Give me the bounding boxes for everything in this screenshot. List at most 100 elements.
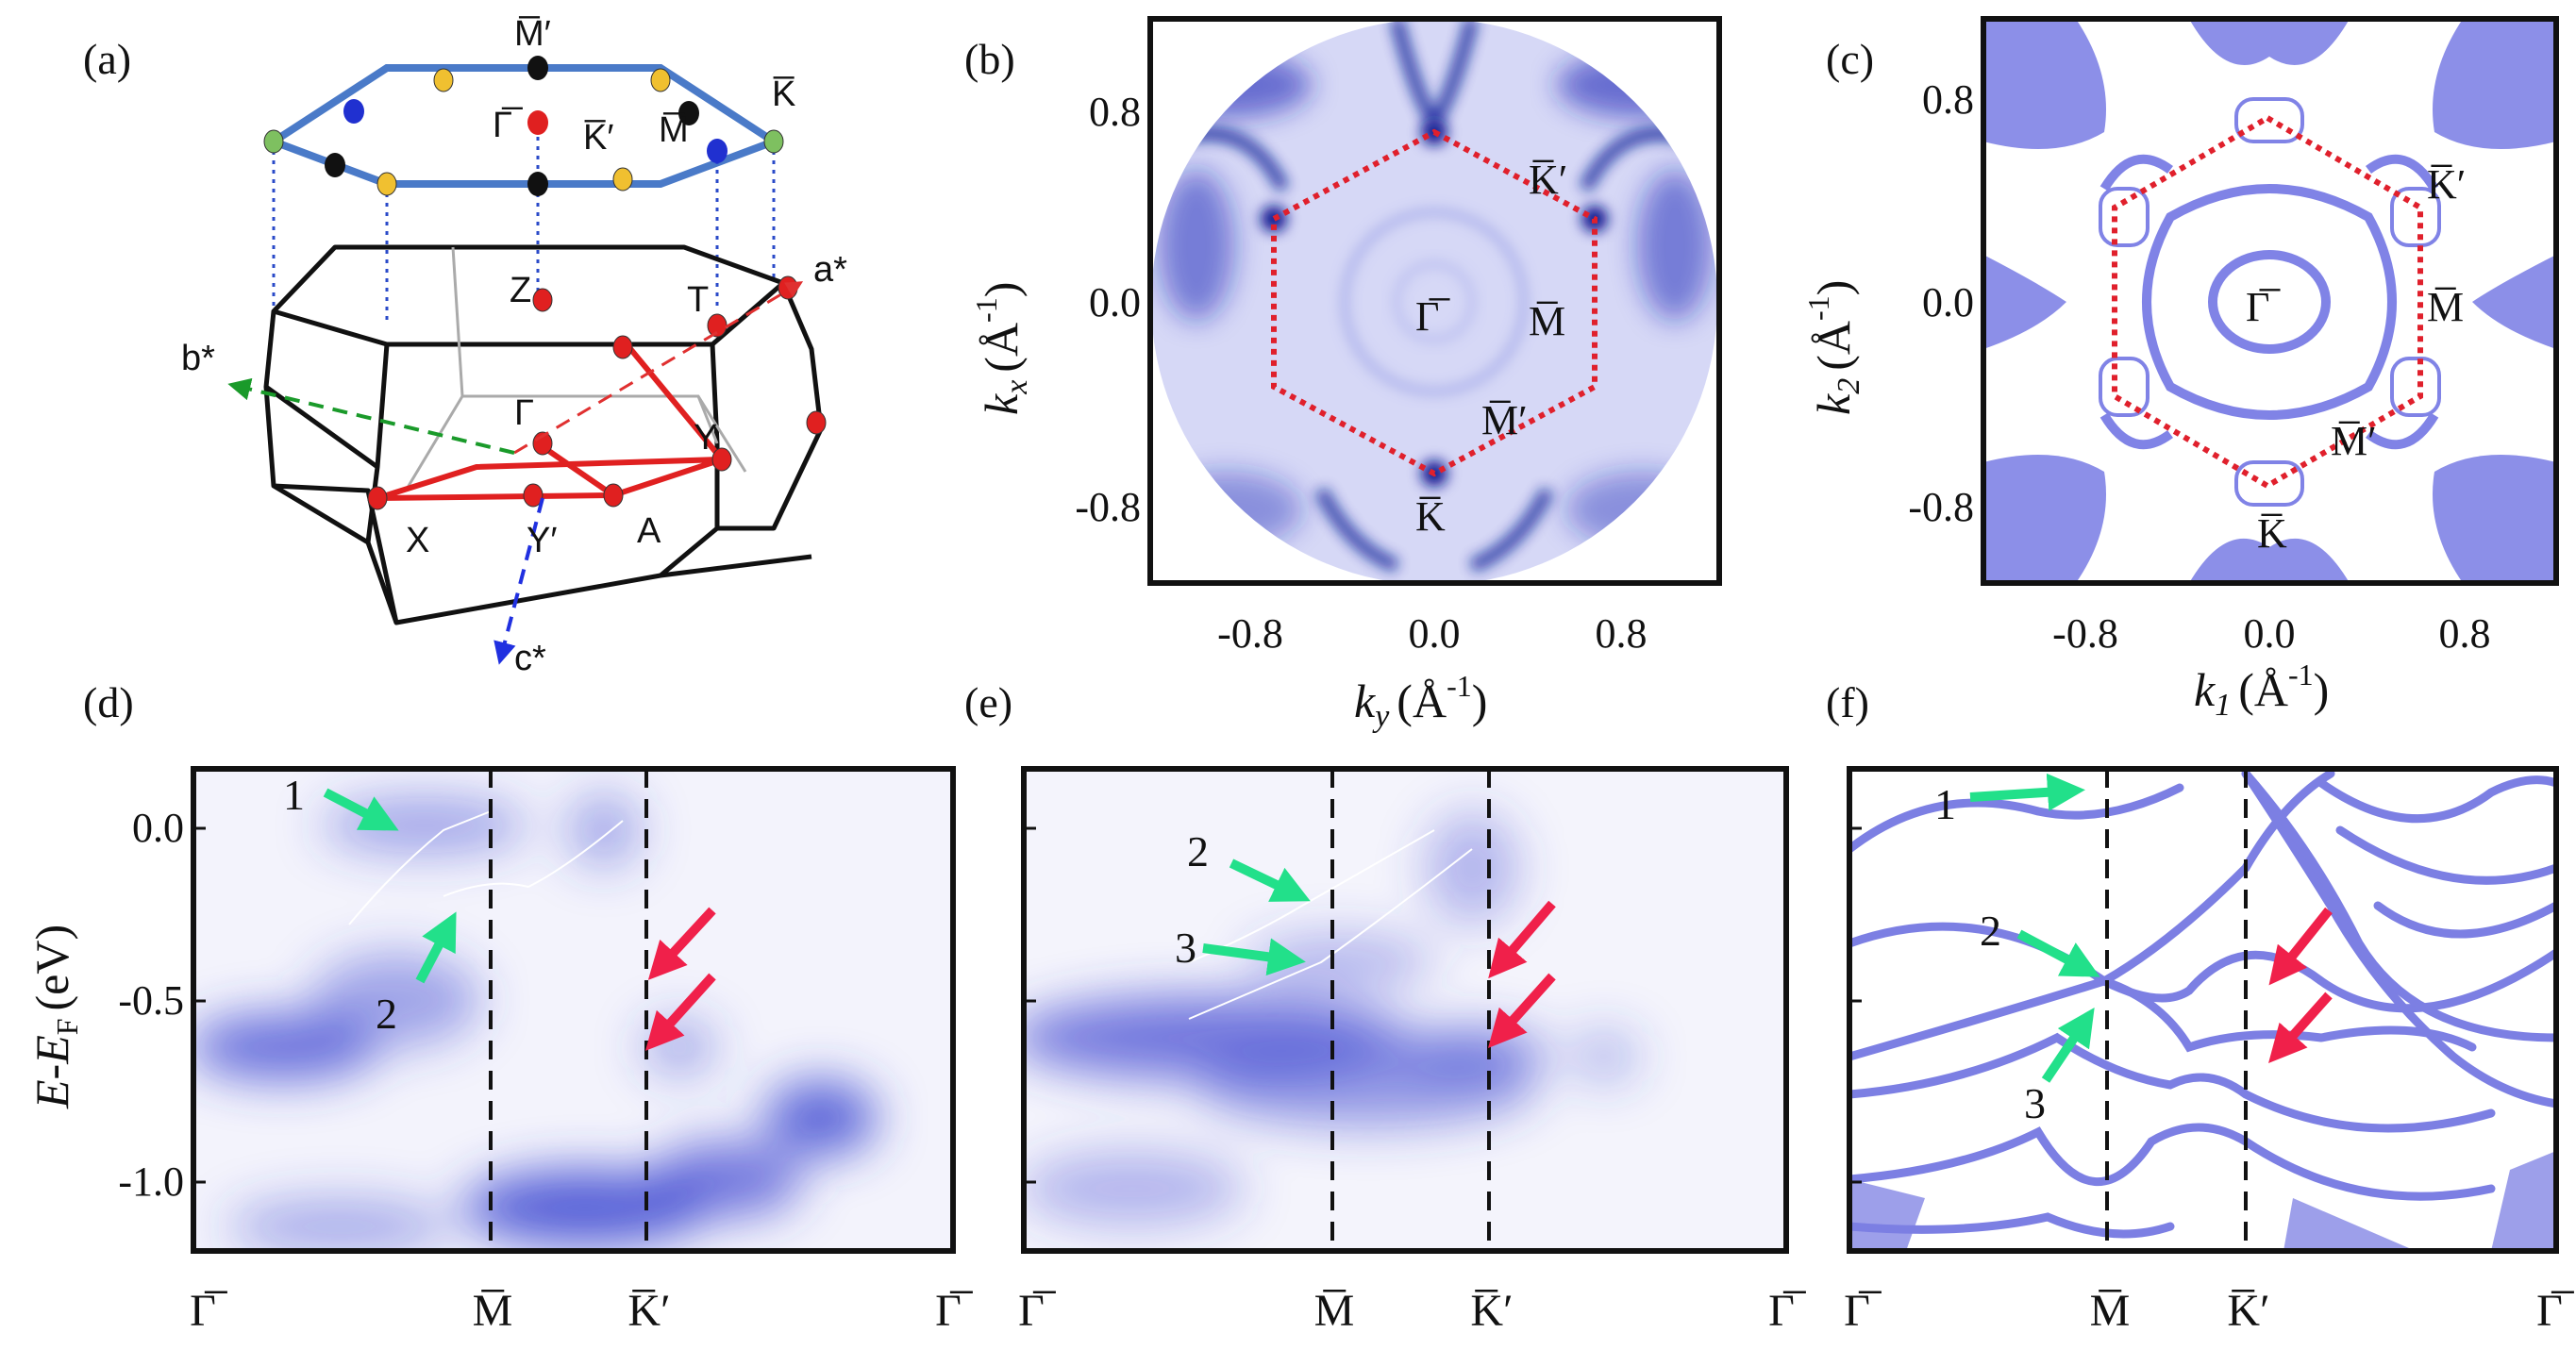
b-xtick-0: -0.8 — [1217, 610, 1283, 657]
b-label-m: M̅ — [1529, 298, 1565, 344]
surface-label-m: M̅ — [659, 110, 689, 150]
f-red-arrow-lower — [2268, 992, 2333, 1063]
f-xlabel-0: Γ̅ — [1844, 1286, 1882, 1336]
e-xlabel-2: K̅′ — [1470, 1286, 1513, 1336]
e-red-arrow-lower — [1487, 973, 1556, 1048]
panel-f-label: (f) — [1826, 678, 1869, 726]
c-label-k: K̅ — [2257, 510, 2287, 557]
e-green-arrow-3 — [1202, 938, 1306, 976]
plane-edge — [620, 338, 725, 461]
d-xlabel-2: K̅′ — [627, 1286, 670, 1336]
e-xlabel-3: Γ̅ — [1768, 1286, 1807, 1336]
bulk-label-t: T — [687, 280, 709, 320]
f-green-arrow-3 — [2041, 1008, 2095, 1083]
e-arrow-label-3: 3 — [1175, 924, 1196, 972]
bulk-hidden-edges — [404, 246, 747, 492]
c-ytick-0: 0.8 — [1922, 76, 1974, 123]
e-green-arrow-2 — [1229, 858, 1311, 902]
d-ytick-2: -1.0 — [118, 1158, 184, 1205]
d-ytick-0: 0.0 — [132, 805, 184, 851]
panel-c-label: (c) — [1826, 35, 1874, 83]
b-label-m-prime: M̅′ — [1481, 397, 1528, 443]
d-xlabel-3: Γ̅ — [935, 1286, 974, 1336]
d-xlabel-1: M̅ — [473, 1286, 513, 1336]
c-star-axis — [493, 497, 544, 665]
panel-d-label: (d) — [83, 678, 134, 726]
axis-label-a-star: a* — [813, 250, 847, 290]
panel-e: (e) — [964, 678, 1807, 1336]
surface-label-m-prime: M̅′ — [514, 14, 551, 54]
panel-a-label: (a) — [83, 35, 131, 83]
c-label-m: M̅ — [2427, 284, 2464, 330]
panel-f: (f) — [1826, 678, 2575, 1336]
plane-diagonal — [536, 441, 615, 498]
b-xtick-1: 0.0 — [1409, 610, 1461, 657]
b-ytick-1: 0.0 — [1089, 279, 1141, 325]
axis-label-b-star: b* — [181, 339, 215, 378]
c-xlabel: k1 (Å-1) — [2194, 658, 2329, 723]
panel-b: (b) — [964, 16, 1722, 734]
d-arrow-label-2: 2 — [376, 990, 397, 1038]
c-label-k-prime: K̅′ — [2427, 161, 2466, 208]
f-arrow-label-3: 3 — [2024, 1079, 2046, 1127]
a-star-axis — [513, 281, 804, 455]
f-xlabel-3: Γ̅ — [2536, 1286, 2575, 1336]
axis-label-c-star: c* — [514, 639, 546, 678]
panel-d: (d) — [25, 678, 974, 1336]
panel-c: (c) — [1801, 16, 2559, 723]
bulk-label-z: Z — [510, 271, 531, 310]
c-ytick-2: -0.8 — [1908, 484, 1974, 530]
d-ytick-1: -0.5 — [118, 977, 184, 1024]
bulk-label-gamma: Γ — [514, 393, 534, 433]
b-xlabel: ky (Å-1) — [1354, 669, 1487, 734]
c-label-m-prime: M̅′ — [2331, 418, 2377, 464]
hexagon-c — [2112, 114, 2423, 490]
surface-label-k: K̅ — [772, 75, 795, 114]
f-red-arrow-upper — [2268, 907, 2333, 986]
bulk-label-x: X — [406, 521, 429, 560]
d-green-arrow-1 — [323, 788, 399, 831]
surface-bz-hexagon — [265, 64, 782, 188]
c-xtick-0: -0.8 — [2052, 610, 2118, 657]
c-ylabel: k2(Å-1) — [1801, 280, 1866, 415]
d-red-arrow-lower — [644, 973, 716, 1051]
b-xtick-2: 0.8 — [1596, 610, 1648, 657]
f-arrow-label-2: 2 — [1980, 907, 2001, 955]
e-xlabel-1: M̅ — [1314, 1286, 1355, 1336]
d-red-arrow-upper — [647, 907, 716, 980]
bulk-bz — [263, 244, 824, 625]
f-xlabel-1: M̅ — [2090, 1286, 2131, 1336]
surface-label-k-prime: K̅′ — [583, 118, 613, 158]
surface-points — [263, 56, 784, 196]
b-ytick-2: -0.8 — [1075, 484, 1141, 530]
panel-a: (a) M̅′ Γ̅ K̅′ M̅ — [83, 14, 847, 678]
d-ylabel: E-EF(eV) — [25, 925, 84, 1109]
c-xtick-2: 0.8 — [2439, 610, 2491, 657]
d-xlabel-0: Γ̅ — [190, 1286, 228, 1336]
panel-b-label: (b) — [964, 35, 1015, 83]
d-arrow-label-1: 1 — [283, 771, 305, 819]
bulk-label-y: Y — [694, 418, 717, 458]
panel-e-label: (e) — [964, 678, 1012, 726]
f-xlabel-2: K̅′ — [2227, 1286, 2269, 1336]
bulk-points — [367, 275, 827, 510]
e-arrow-label-2: 2 — [1187, 827, 1209, 875]
f-green-arrow-2 — [2016, 929, 2100, 977]
c-xtick-1: 0.0 — [2244, 610, 2296, 657]
b-ytick-0: 0.8 — [1089, 89, 1141, 135]
hexagon-b — [1271, 128, 1597, 477]
c-ytick-1: 0.0 — [1922, 279, 1974, 325]
e-xlabel-0: Γ̅ — [1018, 1286, 1057, 1336]
bulk-label-y-prime: Y′ — [527, 521, 557, 560]
bulk-label-a: A — [637, 511, 661, 551]
projection-lines — [272, 118, 776, 325]
b-label-k: K̅ — [1415, 493, 1446, 540]
b-ylabel: kx(Å-1) — [969, 282, 1034, 415]
f-arrow-label-1: 1 — [1934, 780, 1956, 828]
f-green-arrow-1 — [1969, 773, 2085, 811]
b-label-k-prime: K̅′ — [1529, 157, 1567, 203]
d-green-arrow-2 — [415, 911, 457, 984]
surface-label-gamma: Γ̅ — [493, 106, 524, 145]
e-red-arrow-upper — [1488, 900, 1556, 979]
